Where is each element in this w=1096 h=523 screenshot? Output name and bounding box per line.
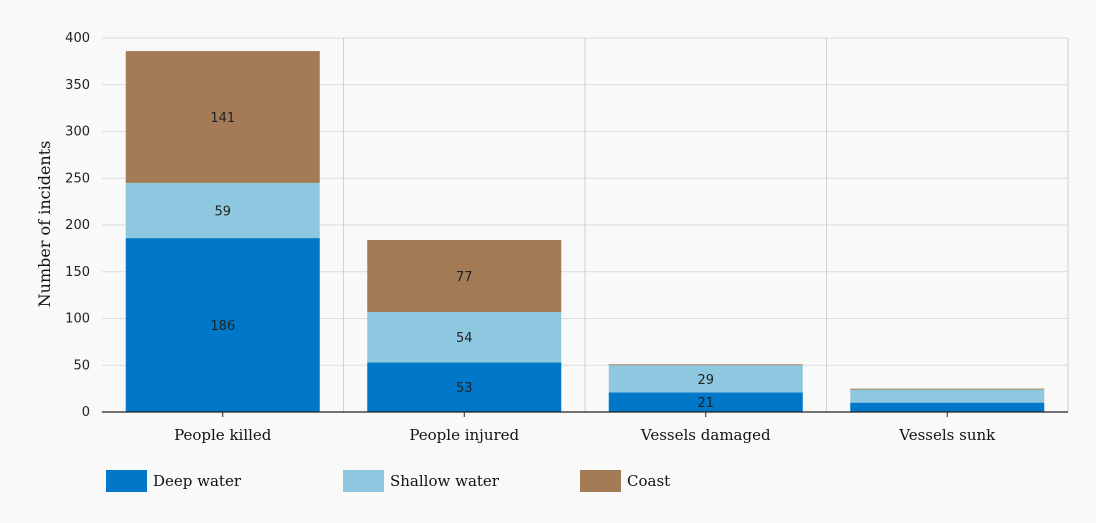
y-tick-label-50: 50 [73, 358, 90, 373]
legend-swatch-deep-water [106, 470, 147, 492]
data-label-people-injured-coast: 77 [456, 270, 473, 285]
bar-vessels-sunk-coast [850, 388, 1045, 390]
x-tick-label-people-killed: People killed [174, 426, 272, 444]
bar-vessels-sunk-shallow-water [850, 389, 1045, 403]
data-label-people-killed-coast: 141 [210, 111, 235, 126]
x-axis-ticks: People killed People injured Vessels damag… [174, 412, 996, 444]
y-tick-label-100: 100 [65, 312, 90, 327]
data-label-people-killed-shallow-water: 59 [214, 205, 231, 220]
y-tick-label-250: 250 [65, 171, 90, 186]
bar-people-injured-coast [367, 239, 562, 312]
bar-vessels-sunk-deep-water [850, 402, 1045, 412]
bar-people-killed-shallow-water [125, 182, 320, 239]
legend-label-coast: Coast [627, 472, 671, 490]
data-label-people-injured-deep-water: 53 [456, 381, 473, 396]
legend-label-deep-water: Deep water [153, 472, 242, 490]
legend-swatch-shallow-water [343, 470, 384, 492]
bar-vessels-damaged-shallow-water [608, 365, 803, 393]
data-label-vessels-damaged-deep-water: 21 [697, 396, 714, 411]
y-tick-label-200: 200 [65, 218, 90, 233]
bar-people-killed-coast [125, 51, 320, 183]
x-tick-label-people-injured: People injured [409, 426, 519, 444]
bars [125, 51, 1045, 412]
y-tick-label-0: 0 [82, 405, 90, 420]
bar-people-injured-shallow-water [367, 311, 562, 363]
legend-label-shallow-water: Shallow water [390, 472, 499, 490]
x-tick-label-vessels-sunk: Vessels sunk [898, 426, 996, 444]
data-label-people-injured-shallow-water: 54 [456, 331, 473, 346]
bar-vessels-damaged-coast [608, 364, 803, 366]
legend-swatch-coast [580, 470, 621, 492]
stacked-bar-chart: 186 59 141 53 54 77 21 29 0 50 100 150 200 250 300 350… [35, 31, 1069, 444]
bar-people-killed-deep-water [125, 238, 320, 412]
y-axis-title: Number of incidents [35, 141, 54, 308]
y-tick-label-300: 300 [65, 125, 90, 140]
legend-item-shallow-water: Shallow water [343, 470, 499, 492]
legend: Deep water Shallow water Coast [106, 470, 1006, 494]
data-labels: 186 59 141 53 54 77 21 29 [210, 111, 714, 411]
y-tick-label-350: 350 [65, 78, 90, 93]
bar-vessels-damaged-deep-water [608, 392, 803, 412]
data-label-people-killed-deep-water: 186 [210, 319, 235, 334]
x-tick-label-vessels-damaged: Vessels damaged [640, 426, 771, 444]
y-axis-ticks: 0 50 100 150 200 250 300 350 400 [65, 31, 90, 420]
data-label-vessels-damaged-shallow-water: 29 [697, 373, 714, 388]
bar-people-injured-deep-water [367, 362, 562, 412]
legend-item-coast: Coast [580, 470, 670, 492]
y-tick-label-400: 400 [65, 31, 90, 46]
y-tick-label-150: 150 [65, 265, 90, 280]
legend-item-deep-water: Deep water [106, 470, 241, 492]
